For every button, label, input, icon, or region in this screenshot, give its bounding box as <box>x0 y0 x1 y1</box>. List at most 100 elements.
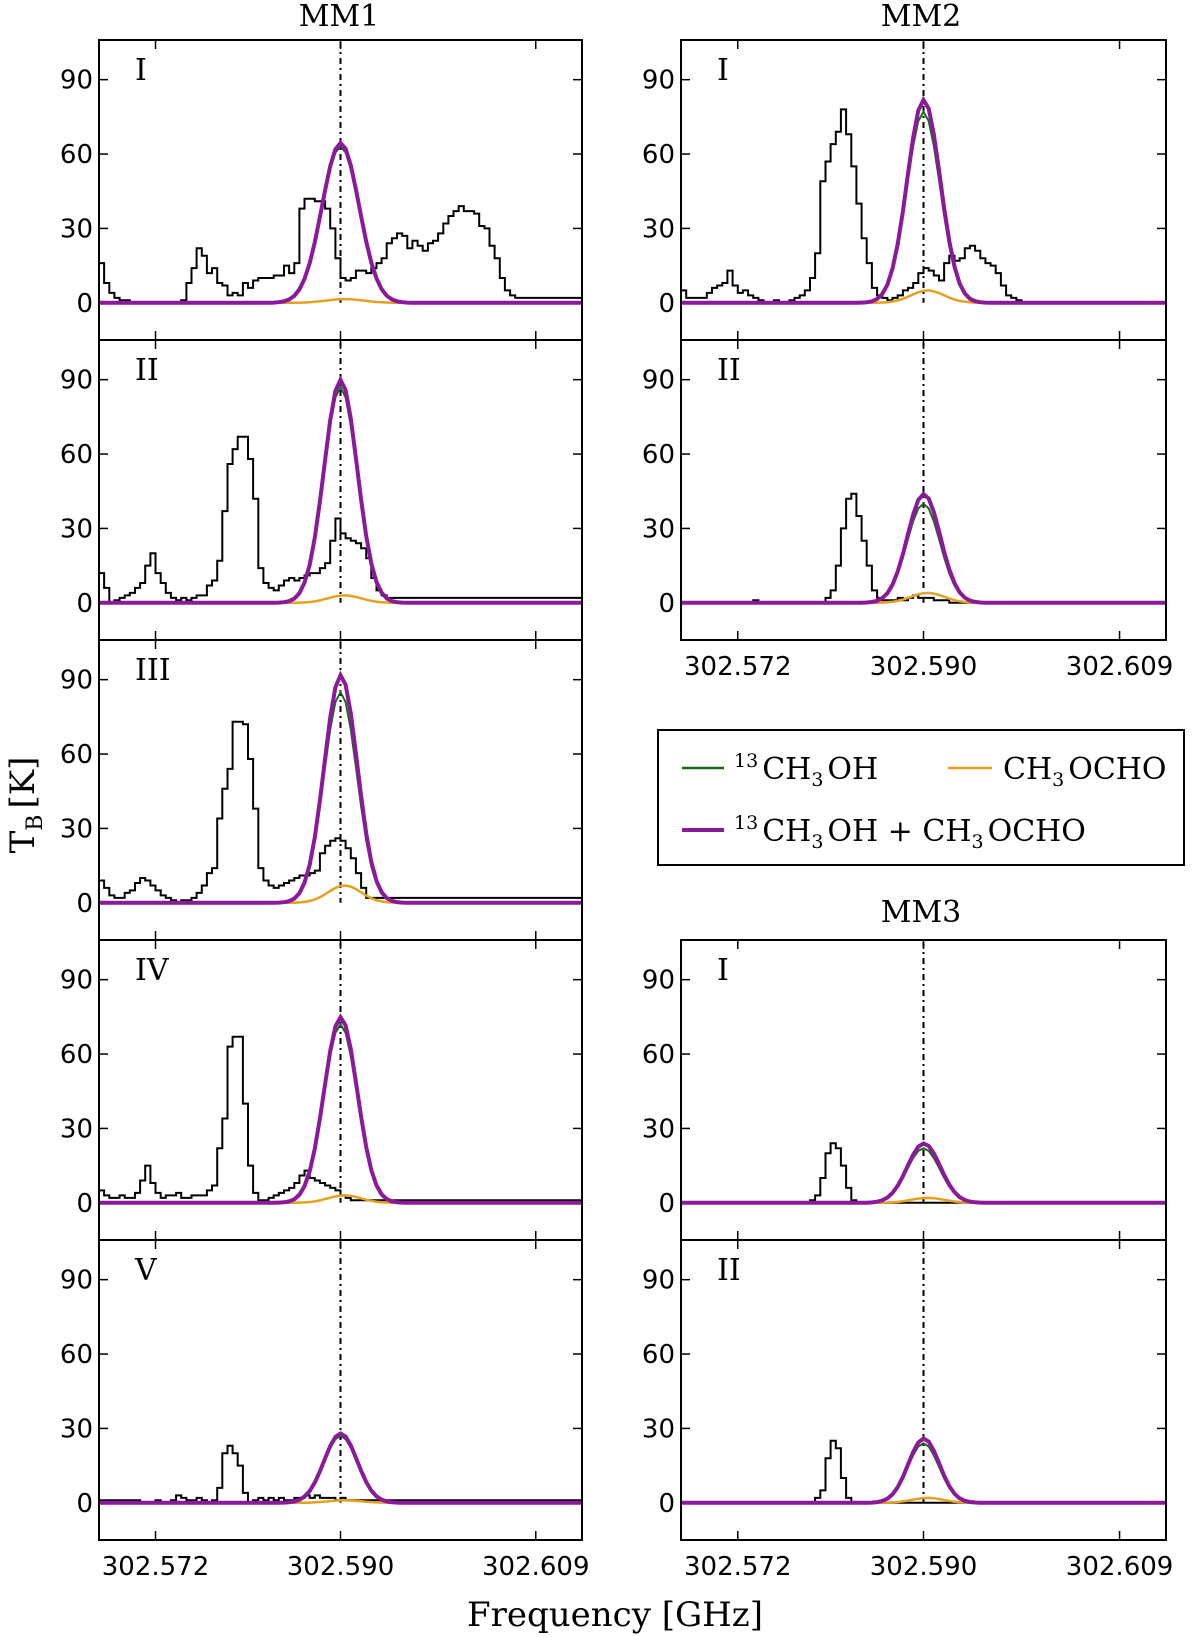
y-tick-label: 0 <box>76 1489 93 1519</box>
model-total <box>99 1431 582 1505</box>
y-tick-label: 60 <box>642 1040 675 1070</box>
y-tick-label: 0 <box>658 589 675 619</box>
x-tick-label: 302.572 <box>684 652 792 682</box>
panel-label: III <box>135 653 171 688</box>
y-tick-label: 30 <box>642 1114 675 1144</box>
legend-box <box>657 729 1185 866</box>
panel-mm1-i: 0 30 60 90 I <box>60 39 583 341</box>
y-axis-label-main: T <box>3 830 43 853</box>
observed-spectrum <box>681 108 1166 304</box>
y-tick-label: 0 <box>658 1189 675 1219</box>
y-tick-label: 60 <box>60 1340 93 1370</box>
x-tick-label: 302.609 <box>1066 652 1174 682</box>
panel-label: II <box>717 353 741 388</box>
y-tick-label: 30 <box>60 214 93 244</box>
y-tick-label: 60 <box>642 1340 675 1370</box>
x-tick-label: 302.609 <box>482 1552 590 1582</box>
y-tick-label: 0 <box>658 289 675 319</box>
observed-spectrum <box>681 1439 1166 1504</box>
y-tick-label: 60 <box>60 740 93 770</box>
y-tick-label: 60 <box>642 140 675 170</box>
panel-mm1-iii: 0 30 60 90 III <box>60 639 583 941</box>
y-tick-label: 60 <box>60 1040 93 1070</box>
legend: 13 CH3 OH CH3 OCHO 13 CH3 OH + CH3 OCHO <box>657 729 1185 866</box>
y-tick-label: 0 <box>76 289 93 319</box>
y-tick-label: 90 <box>642 966 675 996</box>
x-tick-label: 302.590 <box>870 1552 978 1582</box>
panel-label: II <box>717 1253 741 1288</box>
panel-title-mm1: MM1 <box>299 0 380 34</box>
panel-mm2-ii: 0 30 60 90 302.572 302.590 302.609 II <box>642 339 1174 682</box>
observed-spectrum <box>99 720 582 904</box>
observed-spectrum <box>99 1444 582 1504</box>
model-13ch3oh <box>681 1147 1166 1204</box>
panel-frame <box>680 339 1167 641</box>
y-tick-label: 90 <box>642 66 675 96</box>
observed-spectrum <box>99 1035 582 1202</box>
panel-mm2-i: 0 30 60 90 I <box>642 39 1167 341</box>
panel-label: I <box>135 53 147 88</box>
observed-spectrum <box>681 1142 1166 1204</box>
x-tick-label: 302.609 <box>1066 1552 1174 1582</box>
y-tick-label: 60 <box>642 440 675 470</box>
model-total <box>99 670 582 905</box>
panel-mm3-i: 0 30 60 90 I <box>642 939 1167 1241</box>
y-tick-label: 90 <box>642 366 675 396</box>
panel-mm1-iv: 0 30 60 90 IV <box>60 939 583 1241</box>
panel-frame <box>98 1239 583 1541</box>
panel-label: IV <box>135 953 170 988</box>
model-total <box>99 139 582 305</box>
panel-title-mm2: MM2 <box>881 0 962 34</box>
y-tick-label: 30 <box>60 1114 93 1144</box>
y-axis-label-unit: [K] <box>3 757 43 809</box>
y-tick-label: 60 <box>60 140 93 170</box>
panel-frame <box>680 1239 1167 1541</box>
y-tick-label: 90 <box>60 966 93 996</box>
x-tick-label: 302.572 <box>102 1552 210 1582</box>
legend-label-ch3oh13: 13 CH3 OH <box>734 750 878 791</box>
panel-label: I <box>717 953 729 988</box>
y-tick-label: 0 <box>76 1189 93 1219</box>
y-tick-label: 30 <box>642 514 675 544</box>
panel-label: I <box>717 53 729 88</box>
x-tick-label: 302.572 <box>684 1552 792 1582</box>
observed-spectrum <box>681 492 1166 604</box>
panel-title-mm3: MM3 <box>881 895 962 930</box>
model-total <box>681 491 1166 605</box>
svg-text:TB[K]: TB [K] <box>3 757 48 854</box>
y-tick-label: 30 <box>642 214 675 244</box>
model-total <box>681 95 1166 305</box>
x-axis-label: Frequency [GHz] <box>467 1595 763 1635</box>
y-tick-label: 0 <box>76 889 93 919</box>
panel-label: II <box>135 353 159 388</box>
legend-label-ch3ocho: CH3 OCHO <box>1003 752 1167 791</box>
y-axis-label-sub: B <box>23 815 48 831</box>
y-tick-label: 0 <box>76 589 93 619</box>
panel-label: V <box>134 1253 158 1288</box>
x-tick-label: 302.590 <box>287 1552 395 1582</box>
model-total <box>681 1436 1166 1505</box>
y-tick-label: 90 <box>60 66 93 96</box>
y-tick-label: 30 <box>60 514 93 544</box>
x-tick-label: 302.590 <box>870 652 978 682</box>
panel-mm1-ii: 0 30 60 90 II <box>60 339 583 641</box>
y-tick-label: 30 <box>60 814 93 844</box>
y-tick-label: 30 <box>642 1414 675 1444</box>
y-tick-label: 90 <box>60 1266 93 1296</box>
panel-mm1-v: 0 30 60 90 302.572 302.590 302.609 V <box>60 1239 590 1582</box>
legend-label-total: 13 CH3 OH + CH3 OCHO <box>734 812 1086 853</box>
model-total <box>99 375 582 605</box>
observed-spectrum <box>99 197 582 304</box>
y-tick-label: 0 <box>658 1489 675 1519</box>
y-tick-label: 90 <box>60 666 93 696</box>
y-tick-label: 60 <box>60 440 93 470</box>
model-total <box>99 1013 582 1205</box>
y-tick-label: 90 <box>60 366 93 396</box>
y-tick-label: 30 <box>60 1414 93 1444</box>
y-axis-label: TB [K] <box>3 757 48 854</box>
model-total <box>681 1141 1166 1205</box>
y-tick-label: 90 <box>642 1266 675 1296</box>
observed-spectrum <box>99 435 582 604</box>
panel-mm3-ii: 0 30 60 90 302.572 302.590 302.609 II <box>642 1239 1174 1582</box>
